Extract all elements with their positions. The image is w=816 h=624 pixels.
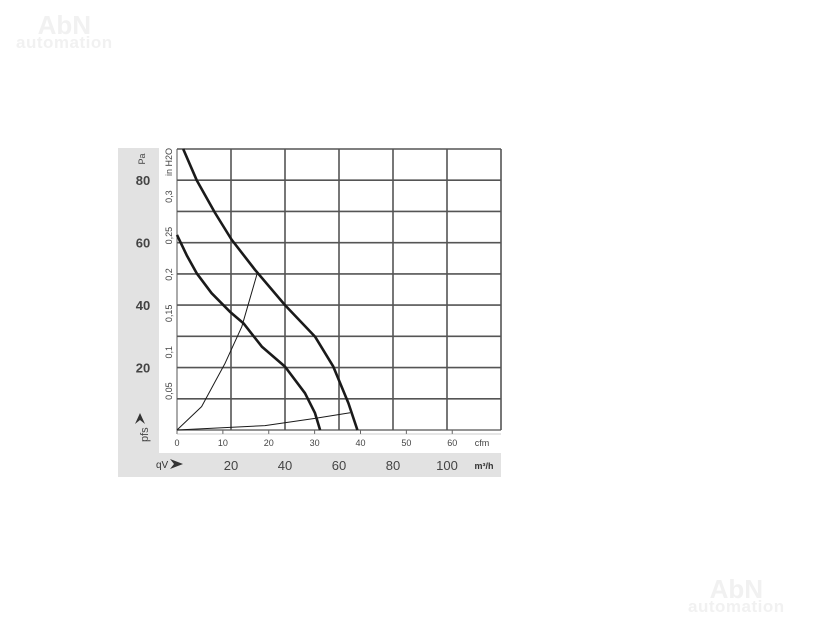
watermark-line1: AbN [37, 10, 92, 40]
x2-tick-label: 10 [218, 438, 228, 448]
x-tick-label: 60 [332, 458, 346, 473]
x2-tick-label: 40 [355, 438, 365, 448]
y2-tick-label: 0,15 [164, 305, 174, 323]
x-unit-label: m³/h [475, 461, 494, 471]
system-curve-4 [176, 412, 351, 431]
fan-curve-1 [182, 148, 359, 431]
x-tick-label: 100 [436, 458, 458, 473]
x-axis-arrow-icon [170, 459, 183, 469]
watermark-line1: AbN [709, 574, 764, 604]
x-tick-label: 80 [386, 458, 400, 473]
watermark-line2: automation [16, 33, 113, 52]
y2-tick-label: 0,3 [164, 190, 174, 203]
x2-tick-label: 50 [401, 438, 411, 448]
x2-unit-label: cfm [475, 438, 490, 448]
watermark-logo-top: AbN automation [16, 12, 113, 51]
x2-tick-label: 0 [174, 438, 179, 448]
y2-tick-label: 0,2 [164, 268, 174, 281]
x2-tick-label: 60 [447, 438, 457, 448]
y-tick-label: 60 [136, 236, 150, 251]
y-axis-band [118, 148, 159, 453]
y2-tick-label: 0,1 [164, 346, 174, 359]
x-tick-label: 40 [278, 458, 292, 473]
watermark-line2: automation [688, 597, 785, 616]
watermark-logo-bottom: AbN automation [688, 576, 785, 615]
x-axis-label: qV [156, 460, 169, 471]
y-axis-label: pfs [139, 427, 151, 442]
x2-tick-label: 30 [310, 438, 320, 448]
x-axis-band [118, 453, 501, 477]
y2-tick-label: 0,25 [164, 227, 174, 245]
y2-tick-label: 0,05 [164, 382, 174, 400]
fan-curve-2 [175, 234, 322, 431]
y-unit-label: Pa [137, 153, 147, 164]
x2-tick-label: 20 [264, 438, 274, 448]
y-tick-label: 40 [136, 298, 150, 313]
y-axis-arrow-icon [135, 413, 145, 424]
system-curve-3 [176, 271, 259, 431]
x-tick-label: 20 [224, 458, 238, 473]
y2-unit-label: in H2O [164, 148, 174, 176]
y-tick-label: 20 [136, 361, 150, 376]
y-tick-label: 80 [136, 173, 150, 188]
